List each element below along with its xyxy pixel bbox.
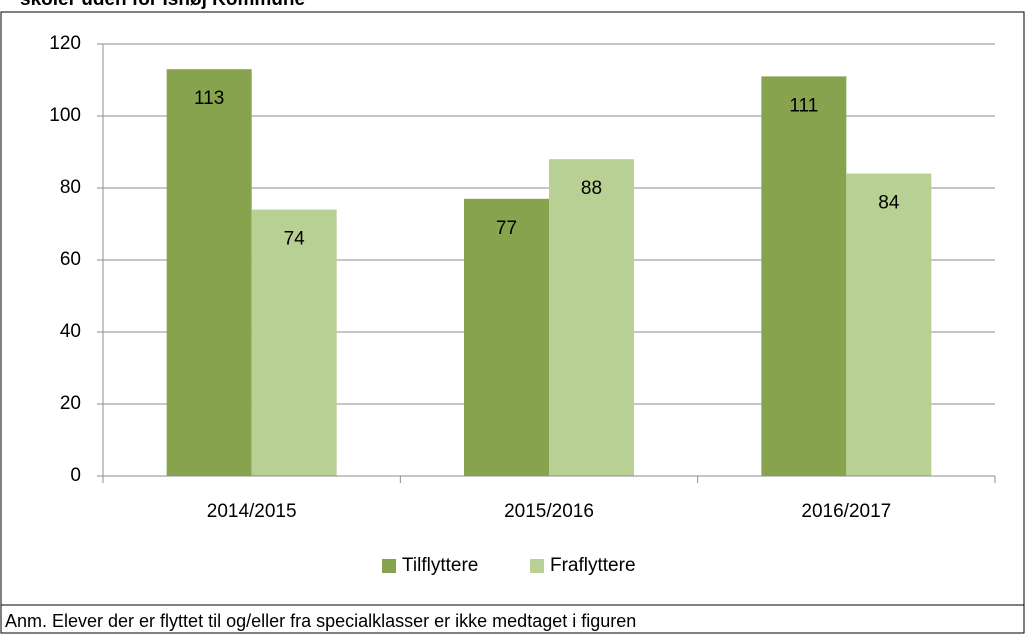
x-tick-label: 2014/2015 — [207, 501, 297, 522]
data-label: 113 — [194, 88, 224, 109]
y-tick-label: 120 — [49, 33, 81, 54]
bar — [464, 198, 549, 477]
bar — [846, 173, 932, 476]
bar — [166, 69, 252, 476]
data-label: 111 — [789, 95, 818, 116]
y-tick-label: 20 — [60, 393, 81, 414]
note: Anm. Elever der er flyttet til og/eller … — [5, 611, 636, 631]
frame — [0, 11, 1025, 634]
data-label: 74 — [284, 229, 306, 250]
bar — [549, 159, 634, 476]
legend-label: Tilflyttere — [402, 555, 478, 576]
y-tick-label: 0 — [70, 465, 81, 486]
legend-swatch — [530, 559, 544, 573]
legend-label: Fraflyttere — [550, 555, 636, 576]
x-tick-label: 2016/2017 — [801, 501, 891, 522]
y-tick-label: 40 — [60, 321, 81, 342]
data-label: 84 — [878, 193, 900, 214]
y-tick-label: 100 — [49, 105, 81, 126]
x-tick-label: 2015/2016 — [504, 501, 594, 522]
bar — [251, 209, 337, 476]
y-tick-label: 60 — [60, 249, 81, 270]
data-label: 77 — [496, 218, 517, 239]
data-label: 88 — [581, 178, 602, 199]
bar — [761, 76, 847, 477]
y-tick-label: 80 — [60, 177, 81, 198]
legend-swatch — [382, 559, 396, 573]
chart-title: skoler uden for Ishøj Kommune — [20, 0, 305, 10]
